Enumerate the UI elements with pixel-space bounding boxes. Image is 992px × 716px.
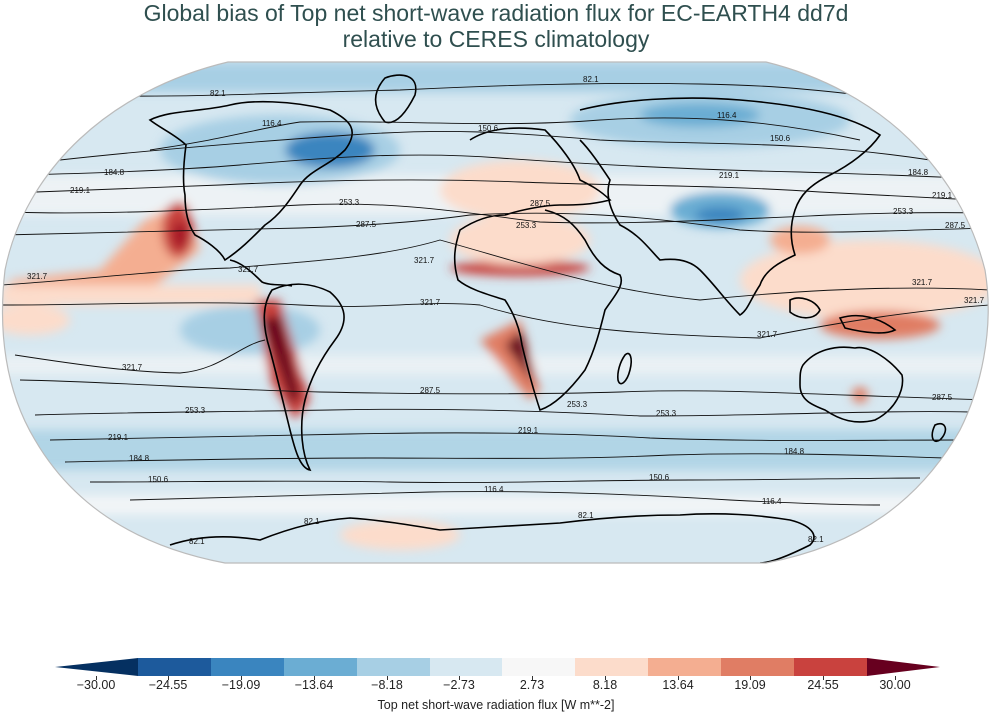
- svg-text:116.4: 116.4: [262, 119, 282, 128]
- svg-text:219.1: 219.1: [108, 433, 129, 442]
- svg-text:116.4: 116.4: [762, 497, 782, 506]
- tick-label: −13.64: [294, 678, 334, 692]
- map-border: [1, 61, 989, 564]
- svg-text:287.5: 287.5: [530, 199, 551, 208]
- svg-text:82.1: 82.1: [189, 537, 205, 546]
- climatology-contours: [2, 82, 989, 506]
- svg-text:321.7: 321.7: [238, 265, 259, 274]
- tick-label: 13.64: [662, 678, 694, 692]
- svg-text:321.7: 321.7: [964, 296, 985, 305]
- bias-field: [2, 62, 989, 563]
- svg-text:253.3: 253.3: [893, 207, 914, 216]
- svg-text:82.1: 82.1: [583, 75, 599, 84]
- svg-text:184.8: 184.8: [129, 454, 150, 463]
- svg-text:287.5: 287.5: [932, 393, 953, 402]
- colorbar-label: Top net short-wave radiation flux [W m**…: [377, 698, 615, 712]
- tick-label: −24.55: [148, 678, 188, 692]
- tick-label: 2.73: [519, 678, 545, 692]
- svg-text:321.7: 321.7: [912, 278, 933, 287]
- svg-text:253.3: 253.3: [656, 409, 677, 418]
- svg-text:219.1: 219.1: [719, 171, 740, 180]
- svg-text:82.1: 82.1: [578, 511, 594, 520]
- svg-text:150.6: 150.6: [770, 134, 791, 143]
- svg-text:321.7: 321.7: [414, 256, 435, 265]
- chart-title-line1: Global bias of Top net short-wave radiat…: [143, 0, 849, 26]
- colorbar-ticks: −30.00 −24.55 −19.09 −13.64 −8.18 −2.73 …: [0, 676, 992, 698]
- colorbar-under-arrow: [55, 658, 138, 676]
- svg-text:82.1: 82.1: [808, 535, 824, 544]
- tick-label: 19.09: [734, 678, 766, 692]
- svg-text:253.3: 253.3: [567, 400, 588, 409]
- svg-text:184.8: 184.8: [784, 447, 805, 456]
- colorbar-over-arrow: [867, 658, 940, 676]
- tick-label: −2.73: [443, 678, 475, 692]
- tick-label: 24.55: [807, 678, 839, 692]
- robinson-map-svg: 82.1 82.1 116.4 116.4 150.6 150.6 184.8 …: [1, 61, 989, 564]
- svg-text:150.6: 150.6: [649, 473, 670, 482]
- svg-text:82.1: 82.1: [210, 89, 226, 98]
- tick-label: −8.18: [371, 678, 403, 692]
- svg-text:116.4: 116.4: [484, 485, 504, 494]
- svg-text:253.3: 253.3: [339, 198, 360, 207]
- svg-text:219.1: 219.1: [518, 426, 539, 435]
- world-map: 82.1 82.1 116.4 116.4 150.6 150.6 184.8 …: [0, 58, 992, 568]
- svg-text:287.5: 287.5: [945, 221, 966, 230]
- tick-label: −19.09: [221, 678, 261, 692]
- colorbar: [55, 658, 940, 676]
- tick-label: 8.18: [592, 678, 618, 692]
- svg-text:150.6: 150.6: [478, 124, 499, 133]
- svg-text:219.1: 219.1: [932, 191, 953, 200]
- svg-text:321.7: 321.7: [27, 272, 48, 281]
- svg-text:321.7: 321.7: [757, 330, 778, 339]
- svg-text:150.6: 150.6: [148, 475, 169, 484]
- svg-text:287.5: 287.5: [420, 386, 441, 395]
- svg-text:253.3: 253.3: [185, 406, 206, 415]
- svg-text:321.7: 321.7: [122, 363, 143, 372]
- svg-text:219.1: 219.1: [70, 186, 91, 195]
- tick-label: 30.00: [879, 678, 911, 692]
- svg-text:82.1: 82.1: [304, 517, 320, 526]
- svg-text:184.8: 184.8: [908, 168, 929, 177]
- chart-title: Global bias of Top net short-wave radiat…: [0, 0, 992, 52]
- svg-text:287.5: 287.5: [356, 220, 377, 229]
- tick-label: −30.00: [76, 678, 116, 692]
- coastlines: [148, 74, 947, 563]
- svg-text:184.8: 184.8: [104, 168, 125, 177]
- svg-text:116.4: 116.4: [717, 111, 737, 120]
- contour-labels: 82.1 82.1 116.4 116.4 150.6 150.6 184.8 …: [27, 75, 985, 546]
- svg-text:321.7: 321.7: [420, 298, 441, 307]
- chart-title-line2: relative to CERES climatology: [342, 26, 650, 52]
- svg-text:253.3: 253.3: [516, 221, 537, 230]
